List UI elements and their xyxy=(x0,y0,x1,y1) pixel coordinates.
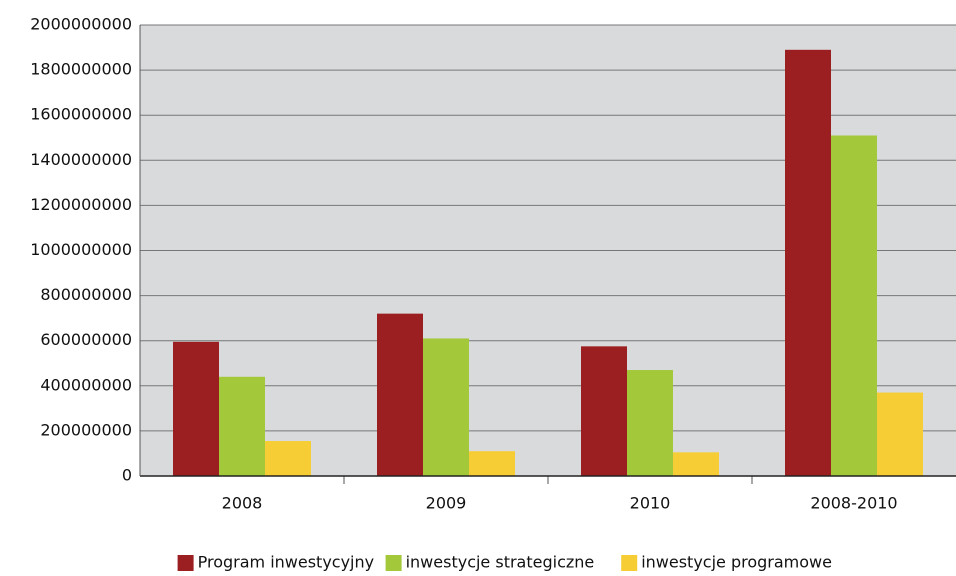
y-tick-label: 200000000 xyxy=(40,420,132,439)
bar xyxy=(627,370,673,476)
bar xyxy=(265,441,311,476)
bar xyxy=(219,376,265,476)
legend-swatch xyxy=(621,555,638,571)
bar xyxy=(581,346,627,476)
y-tick-label: 2000000000 xyxy=(30,15,132,34)
bar xyxy=(877,392,923,476)
bar xyxy=(831,135,877,476)
y-tick-label: 0 xyxy=(122,466,132,485)
y-tick-label: 400000000 xyxy=(40,375,132,394)
bar xyxy=(423,338,469,476)
bar xyxy=(785,49,831,477)
legend-swatch xyxy=(177,555,194,571)
y-tick-label: 1400000000 xyxy=(30,150,132,169)
legend-swatch xyxy=(385,555,402,571)
bar xyxy=(673,452,719,476)
bar xyxy=(173,341,219,476)
y-tick-label: 800000000 xyxy=(40,285,132,304)
y-tick-label: 1000000000 xyxy=(30,240,132,259)
y-tick-label: 1200000000 xyxy=(30,195,132,214)
x-tick-label: 2008 xyxy=(222,494,263,513)
x-tick-label: 2009 xyxy=(426,494,467,513)
y-tick-label: 1600000000 xyxy=(30,105,132,124)
y-tick-label: 1800000000 xyxy=(30,60,132,79)
legend-label: Program inwestycyjny xyxy=(198,553,375,572)
y-tick-label: 600000000 xyxy=(40,330,132,349)
legend-label: inwestycje strategiczne xyxy=(406,553,595,572)
bar xyxy=(469,451,515,476)
x-tick-label: 2010 xyxy=(630,494,671,513)
bar xyxy=(377,313,423,476)
x-tick-label: 2008-2010 xyxy=(810,494,897,513)
legend-label: inwestycje programowe xyxy=(641,553,832,572)
